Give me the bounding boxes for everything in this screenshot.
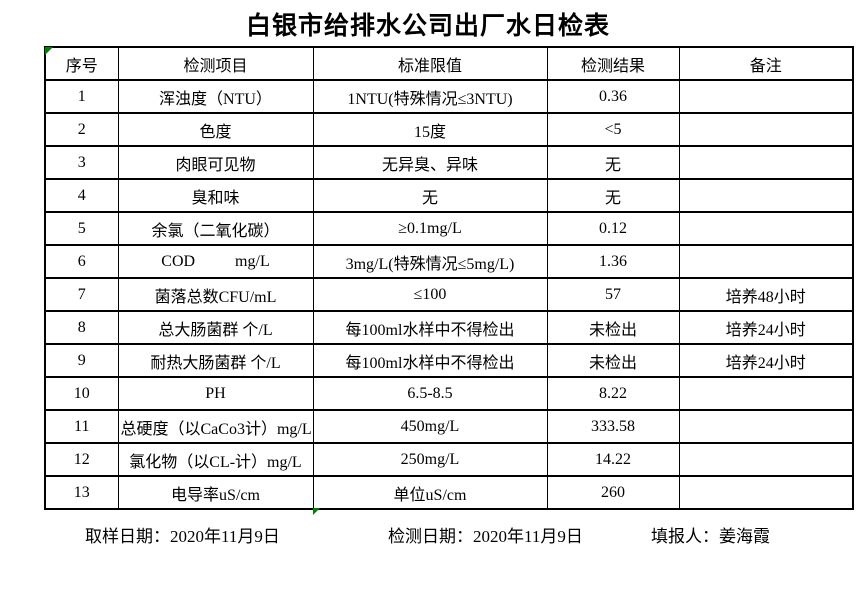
table-cell: 每100ml水样中不得检出 [312, 310, 548, 345]
table-cell: 1 [44, 79, 119, 114]
table-cell: 无异臭、异味 [312, 145, 548, 180]
table-cell: 5 [44, 211, 119, 246]
table-cell: 培养24小时 [678, 343, 854, 378]
table-cell [678, 178, 854, 213]
table-cell: 8 [44, 310, 119, 345]
table-cell [678, 112, 854, 147]
table-cell [678, 145, 854, 180]
reporter-name: 填报人：姜海霞 [651, 527, 770, 546]
table-cell: 未检出 [546, 310, 680, 345]
table-cell: 培养24小时 [678, 310, 854, 345]
table-cell [678, 409, 854, 444]
table-cell: 14.22 [546, 442, 680, 477]
table-cell: 单位uS/cm [312, 475, 548, 510]
table-row: 7 菌落总数CFU/mL ≤100 57 培养48小时 [44, 277, 854, 312]
table-cell: 浑浊度（NTU） [117, 79, 314, 114]
table-cell: 8.22 [546, 376, 680, 411]
table-cell: 1.36 [546, 244, 680, 279]
table-cell: 无 [546, 145, 680, 180]
table-row: 4 臭和味无无 [44, 178, 854, 213]
table-cell: ≥0.1mg/L [312, 211, 548, 246]
header-cell-index: 序号 [44, 46, 119, 81]
table-cell: PH [117, 376, 314, 411]
table-cell: 57 [546, 277, 680, 312]
header-cell-remark: 备注 [678, 46, 854, 81]
table-row: 10 PH 6.5-8.5 8.22 [44, 376, 854, 411]
table-cell: 无 [312, 178, 548, 213]
table-cell [678, 79, 854, 114]
table-row: 12 氯化物（以CL-计）mg/L 250mg/L 14.22 [44, 442, 854, 477]
table-cell [678, 244, 854, 279]
table-row: 1 浑浊度（NTU） 1NTU(特殊情况≤3NTU) 0.36 [44, 79, 854, 114]
table-row: 2 色度 15度 <5 [44, 112, 854, 147]
table-cell: 未检出 [546, 343, 680, 378]
table-cell: 13 [44, 475, 119, 510]
table-cell: 12 [44, 442, 119, 477]
table-cell: 250mg/L [312, 442, 548, 477]
table-cell: 450mg/L [312, 409, 548, 444]
table-cell: 色度 [117, 112, 314, 147]
table-row: 13 电导率uS/cm 单位uS/cm 260 [44, 475, 854, 510]
table-cell: 333.58 [546, 409, 680, 444]
table-cell: 每100ml水样中不得检出 [312, 343, 548, 378]
table-cell: 1NTU(特殊情况≤3NTU) [312, 79, 548, 114]
table-cell: 2 [44, 112, 119, 147]
table-cell: <5 [546, 112, 680, 147]
table-cell [678, 211, 854, 246]
table-row: 5 余氯（二氧化碳） ≥0.1mg/L 0.12 [44, 211, 854, 246]
table-cell: 余氯（二氧化碳） [117, 211, 314, 246]
daily-inspection-table: 序号 检测项目 标准限值 检测结果 备注 1 浑浊度（NTU） 1NTU(特殊情况≤… [44, 46, 854, 510]
table-cell: 3 [44, 145, 119, 180]
test-date: 检测日期：2020年11月9日 [388, 527, 583, 546]
table-cell: ≤100 [312, 277, 548, 312]
table-cell: 电导率uS/cm [117, 475, 314, 510]
header-cell-limit: 标准限值 [312, 46, 548, 81]
green-corner-triangle-icon [45, 47, 53, 55]
table-cell: 6.5-8.5 [312, 376, 548, 411]
table-cell: 6 [44, 244, 119, 279]
header-cell-item: 检测项目 [117, 46, 314, 81]
table-cell: 4 [44, 178, 119, 213]
table-cell [678, 442, 854, 477]
table-cell [678, 475, 854, 510]
table-cell: 培养48小时 [678, 277, 854, 312]
table-cell: 260 [546, 475, 680, 510]
table-row: 8 总大肠菌群 个/L 每100ml水样中不得检出 未检出 培养24小时 [44, 310, 854, 345]
table-cell: 肉眼可见物 [117, 145, 314, 180]
green-corner-triangle-icon [313, 508, 320, 515]
sampling-date: 取样日期：2020年11月9日 [85, 527, 280, 546]
table-cell: COD mg/L [117, 244, 314, 279]
table-cell: 总大肠菌群 个/L [117, 310, 314, 345]
table-cell: 总硬度（以CaCo3计）mg/L [117, 409, 314, 444]
table-cell: 0.12 [546, 211, 680, 246]
table-cell: 菌落总数CFU/mL [117, 277, 314, 312]
table-cell: 氯化物（以CL-计）mg/L [117, 442, 314, 477]
table-row: 3 肉眼可见物 无异臭、异味无 [44, 145, 854, 180]
table-cell: 无 [546, 178, 680, 213]
table-cell [678, 376, 854, 411]
table-body: 1 浑浊度（NTU） 1NTU(特殊情况≤3NTU) 0.36 2 色度 15度 <5 3 肉眼可… [44, 79, 854, 510]
table-cell: 11 [44, 409, 119, 444]
table-row: 9 耐热大肠菌群 个/L 每100ml水样中不得检出 未检出 培养24小时 [44, 343, 854, 378]
table-cell: 9 [44, 343, 119, 378]
table-cell: 7 [44, 277, 119, 312]
table-cell: 15度 [312, 112, 548, 147]
table-cell: 3mg/L(特殊情况≤5mg/L) [312, 244, 548, 279]
table-cell: 0.36 [546, 79, 680, 114]
table-cell: 耐热大肠菌群 个/L [117, 343, 314, 378]
table-row: 6 COD mg/L 3mg/L(特殊情况≤5mg/L) 1.36 [44, 244, 854, 279]
header-cell-result: 检测结果 [546, 46, 680, 81]
table-row: 11 总硬度（以CaCo3计）mg/L 450mg/L 333.58 [44, 409, 854, 444]
table-cell: 10 [44, 376, 119, 411]
page-title: 白银市给排水公司出厂水日检表 [245, 13, 610, 40]
table-header-row: 序号 检测项目 标准限值 检测结果 备注 [44, 46, 854, 81]
table-cell: 臭和味 [117, 178, 314, 213]
